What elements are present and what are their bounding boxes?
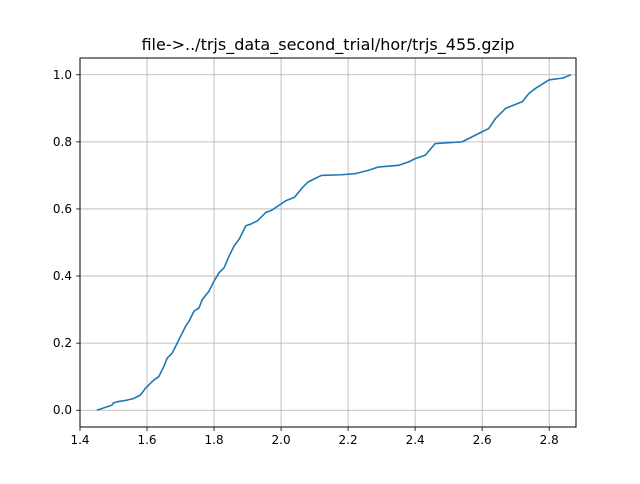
x-tick-label: 2.6 — [473, 433, 492, 447]
chart-title: file->../trjs_data_second_trial/hor/trjs… — [141, 35, 514, 55]
y-tick-label: 0.6 — [53, 202, 72, 216]
x-tick-label: 2.8 — [540, 433, 559, 447]
series-layer — [96, 74, 572, 411]
plot-frame — [79, 57, 577, 428]
x-tick-label: 2.2 — [339, 433, 358, 447]
grid — [79, 58, 576, 427]
y-tick-label: 0.0 — [53, 403, 72, 417]
y-tick-label: 1.0 — [53, 68, 72, 82]
x-tick-label: 1.8 — [205, 433, 224, 447]
y-axis: 0.0 0.2 0.4 0.6 0.8 1.0 — [53, 68, 80, 417]
y-tick-label: 0.4 — [53, 269, 72, 283]
y-tick-label: 0.8 — [53, 135, 72, 149]
y-tick-label: 0.2 — [53, 336, 72, 350]
x-tick-label: 2.0 — [272, 433, 291, 447]
x-tick-label: 2.4 — [406, 433, 425, 447]
x-tick-label: 1.6 — [137, 433, 156, 447]
series-line — [96, 74, 572, 411]
x-tick-label: 1.4 — [70, 433, 89, 447]
x-axis: 1.4 1.6 1.8 2.0 2.2 2.4 2.6 2.8 — [70, 427, 559, 447]
